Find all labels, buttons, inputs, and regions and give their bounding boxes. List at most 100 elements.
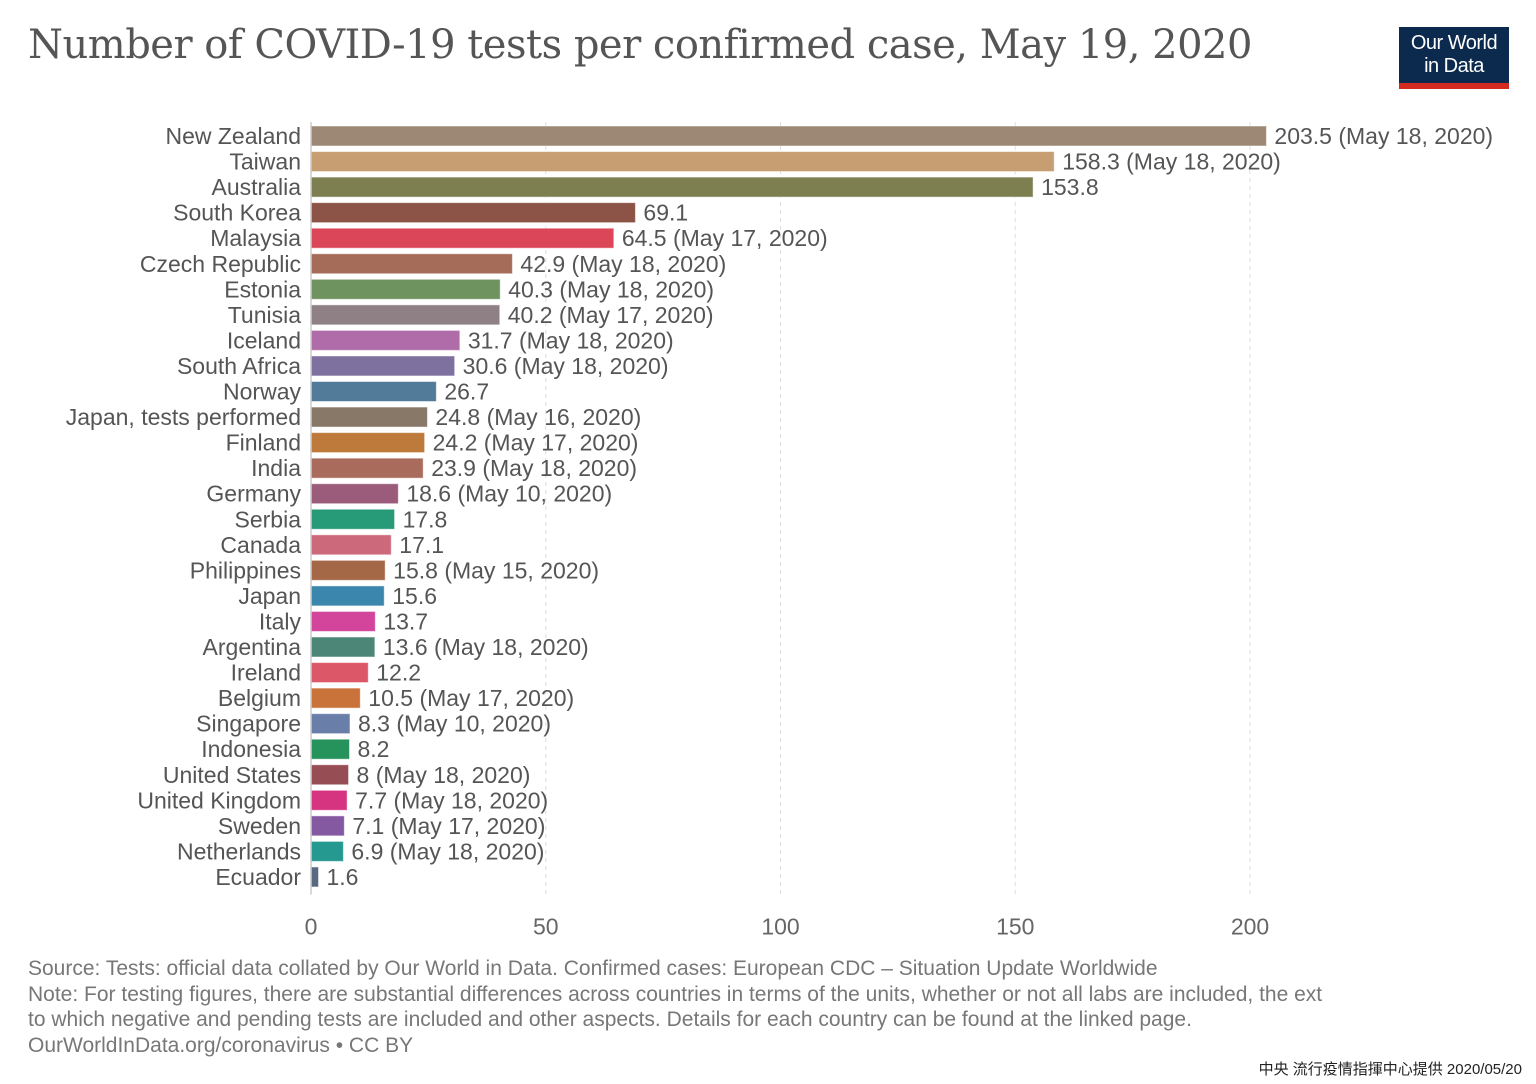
- bar: [310, 610, 376, 632]
- value-label: 153.8: [1041, 174, 1099, 200]
- value-label: 40.2 (May 17, 2020): [508, 302, 714, 328]
- bar: [310, 585, 385, 607]
- value-label: 8 (May 18, 2020): [357, 762, 531, 788]
- category-label: Japan, tests performed: [66, 404, 301, 430]
- chart-title: Number of COVID-19 tests per confirmed c…: [28, 22, 1252, 68]
- category-label: Estonia: [224, 276, 301, 302]
- category-label: Norway: [223, 379, 301, 405]
- category-label: United States: [163, 762, 301, 788]
- value-label: 17.1: [399, 532, 444, 558]
- x-axis-ticks: 0 50 100 150 200: [305, 914, 1270, 940]
- value-label: 10.5 (May 17, 2020): [368, 685, 574, 711]
- category-label: South Africa: [177, 353, 301, 379]
- bar: [310, 381, 437, 402]
- value-label: 15.8 (May 15, 2020): [393, 557, 599, 583]
- value-label: 23.9 (May 18, 2020): [431, 455, 637, 481]
- category-label: Germany: [206, 481, 301, 507]
- category-label: Sweden: [218, 813, 301, 839]
- category-label: Czech Republic: [140, 251, 301, 277]
- x-tick-label: 50: [533, 914, 559, 940]
- bar: [310, 534, 392, 556]
- bar: [310, 713, 351, 735]
- value-label: 30.6 (May 18, 2020): [463, 353, 669, 379]
- owid-logo[interactable]: Our World in Data: [1399, 27, 1509, 89]
- category-label: Australia: [212, 174, 302, 200]
- bar: [310, 764, 350, 786]
- bar: [310, 483, 399, 505]
- category-label: Canada: [220, 532, 301, 558]
- bar: [310, 355, 456, 377]
- bar: [310, 278, 501, 300]
- category-label: Taiwan: [229, 149, 301, 175]
- category-label: Singapore: [196, 711, 301, 737]
- value-label: 8.3 (May 10, 2020): [358, 711, 551, 737]
- category-label: Malaysia: [210, 225, 301, 251]
- bar: [310, 176, 1034, 198]
- category-label: Japan: [238, 583, 301, 609]
- bar: [310, 840, 344, 862]
- grid-lines: [545, 122, 1251, 895]
- category-label: Serbia: [235, 506, 302, 532]
- value-label: 42.9 (May 18, 2020): [520, 251, 726, 277]
- category-label: Netherlands: [177, 838, 301, 864]
- bar: [310, 457, 424, 479]
- bar: [310, 815, 345, 837]
- value-label: 26.7: [444, 379, 489, 405]
- x-tick-label: 100: [761, 914, 799, 940]
- value-label: 6.9 (May 18, 2020): [351, 838, 544, 864]
- logo-accent-bar: [1399, 83, 1509, 89]
- value-label: 8.2: [357, 736, 389, 762]
- value-label: 15.6: [392, 583, 437, 609]
- bar: [310, 125, 1267, 147]
- value-labels: 203.5 (May 18, 2020)158.3 (May 18, 2020)…: [327, 123, 1494, 890]
- bar: [310, 253, 513, 275]
- bar: [310, 406, 428, 428]
- bar: [310, 738, 350, 760]
- value-label: 64.5 (May 17, 2020): [622, 225, 828, 251]
- value-label: 13.6 (May 18, 2020): [383, 634, 589, 660]
- bar: [310, 636, 376, 658]
- bar: [310, 304, 501, 326]
- value-label: 40.3 (May 18, 2020): [508, 276, 714, 302]
- value-label: 69.1: [643, 200, 688, 226]
- bar: [310, 202, 636, 224]
- category-label: Ecuador: [215, 864, 301, 890]
- category-label: Argentina: [203, 634, 302, 660]
- category-label: Indonesia: [201, 736, 301, 762]
- logo-line-2: in Data: [1424, 55, 1484, 77]
- note-line-2: to which negative and pending tests are …: [28, 1008, 1192, 1032]
- note-line-1: Note: For testing figures, there are sub…: [28, 982, 1323, 1006]
- url-license[interactable]: OurWorldInData.org/coronavirus • CC BY: [28, 1034, 414, 1058]
- category-label: Italy: [259, 608, 302, 634]
- category-label: Finland: [226, 430, 301, 456]
- value-label: 1.6: [327, 864, 359, 890]
- logo-line-1: Our World: [1410, 32, 1498, 54]
- value-label: 13.7: [383, 608, 428, 634]
- category-label: United Kingdom: [137, 787, 301, 813]
- value-label: 203.5 (May 18, 2020): [1274, 123, 1493, 149]
- bar: [310, 329, 461, 351]
- x-tick-label: 0: [305, 914, 318, 940]
- value-label: 7.7 (May 18, 2020): [355, 787, 548, 813]
- category-label: Belgium: [218, 685, 301, 711]
- category-label: India: [251, 455, 301, 481]
- bar: [310, 508, 396, 530]
- value-label: 31.7 (May 18, 2020): [468, 327, 674, 353]
- credit-text: 中央 流行疫情指揮中心提供 2020/05/20: [1258, 1061, 1522, 1078]
- bar: [310, 789, 348, 811]
- value-label: 24.2 (May 17, 2020): [433, 430, 639, 456]
- value-label: 158.3 (May 18, 2020): [1062, 149, 1281, 175]
- bar: [310, 662, 369, 684]
- bar: [310, 227, 615, 249]
- category-label: Ireland: [231, 660, 301, 686]
- value-label: 7.1 (May 17, 2020): [352, 813, 545, 839]
- category-label: New Zealand: [165, 123, 301, 149]
- x-tick-label: 200: [1231, 914, 1269, 940]
- source-text: Source: Tests: official data collated by…: [28, 957, 1158, 980]
- value-label: 24.8 (May 16, 2020): [435, 404, 641, 430]
- x-tick-label: 150: [996, 914, 1034, 940]
- bar: [310, 432, 426, 454]
- value-label: 17.8: [403, 506, 448, 532]
